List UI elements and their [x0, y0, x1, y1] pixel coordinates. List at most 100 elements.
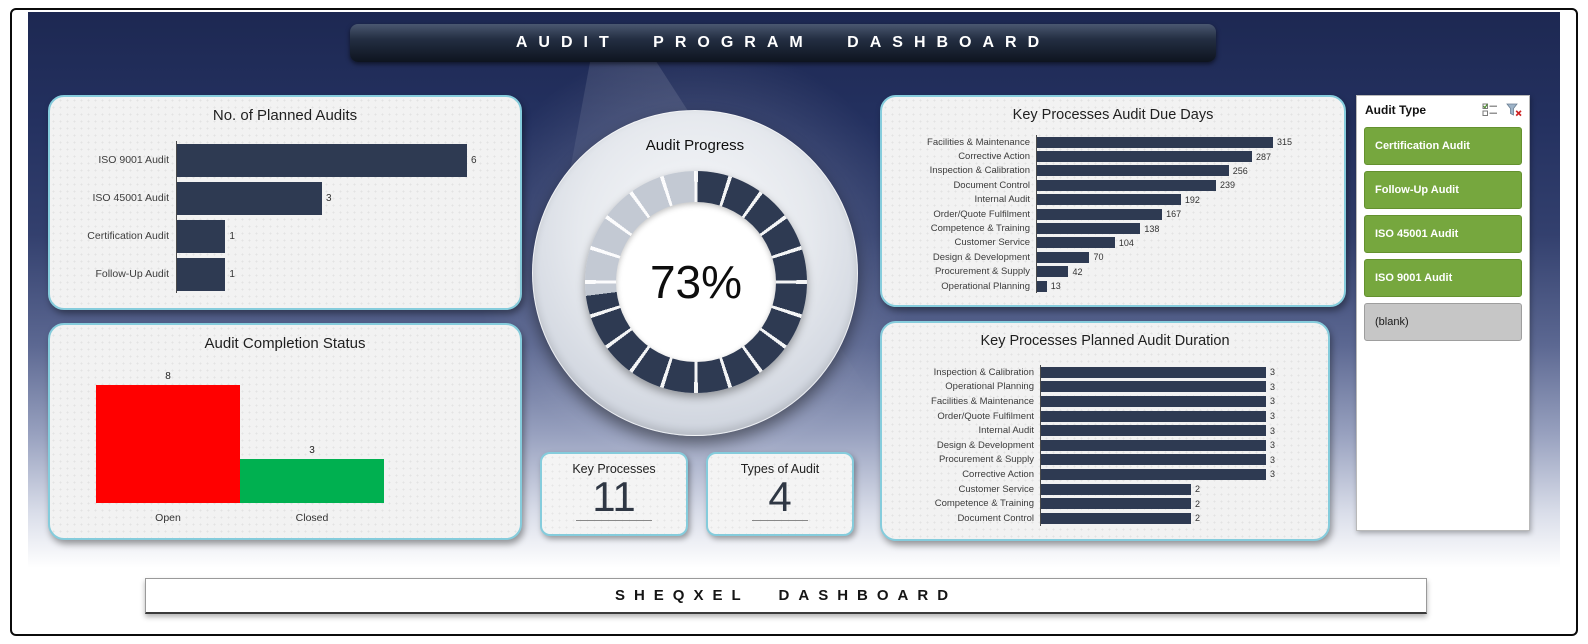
bar-track: 3	[1040, 423, 1322, 438]
bar	[1037, 179, 1217, 191]
bar	[1041, 512, 1191, 524]
planned-audits-chart: ISO 9001 Audit 6 ISO 45001 Audit 3 Certifica…	[64, 141, 510, 293]
bar-track: 239	[1036, 178, 1338, 193]
clear-filter-icon[interactable]	[1504, 101, 1523, 118]
bar	[1041, 468, 1266, 480]
due-days-panel: Key Processes Audit Due Days Facilities …	[880, 95, 1346, 307]
types-of-audit-card: Types of Audit 4	[706, 452, 854, 536]
bar	[1041, 483, 1191, 495]
bar-column: 3	[240, 445, 384, 503]
multi-select-icon[interactable]	[1480, 101, 1499, 118]
slicer-item-iso-45001-audit[interactable]: ISO 45001 Audit	[1364, 215, 1522, 253]
bar	[1041, 366, 1266, 378]
category-label: Competence & Training	[934, 498, 1034, 510]
bar-track: 138	[1036, 221, 1338, 236]
bar-track: 6	[176, 141, 510, 179]
bar	[1037, 136, 1273, 148]
slicer-icon-group	[1480, 101, 1523, 118]
bar	[1037, 280, 1047, 292]
bar-track: 104	[1036, 235, 1338, 251]
category-label: Operational Planning	[941, 280, 1030, 292]
bar-row: Document Control 2	[892, 510, 1322, 526]
value-label: 315	[1277, 137, 1293, 148]
value-label: 3	[326, 192, 332, 204]
value-label: 3	[1270, 367, 1276, 378]
due-days-title: Key Processes Audit Due Days	[1012, 107, 1214, 123]
bar-row: Certification Audit 1	[64, 217, 510, 255]
bar	[1041, 498, 1191, 510]
bar-track: 3	[1040, 379, 1322, 395]
audit-type-slicer: Audit Type	[1356, 95, 1530, 531]
category-label: Corrective Action	[958, 151, 1030, 163]
bar-row: Corrective Action 3	[892, 467, 1322, 482]
category-label: Document Control	[953, 179, 1030, 191]
category-label: Follow-Up Audit	[95, 268, 169, 280]
value-label: 3	[1270, 396, 1276, 407]
bar-track: 2	[1040, 510, 1322, 526]
slicer-item-certification-audit[interactable]: Certification Audit	[1364, 127, 1522, 165]
bar-row: Competence & Training 2	[892, 496, 1322, 511]
bar-row: Operational Planning 13	[888, 278, 1338, 294]
value-label: 42	[1072, 266, 1083, 277]
bar-row: Procurement & Supply 42	[888, 264, 1338, 279]
planned-duration-panel: Key Processes Planned Audit Duration Ins…	[880, 321, 1330, 541]
value-label: 3	[309, 444, 315, 456]
bar-row: Procurement & Supply 3	[892, 452, 1322, 468]
bar	[1037, 223, 1141, 235]
value-label: 3	[1270, 381, 1276, 392]
bar-row: ISO 9001 Audit 6	[64, 141, 510, 179]
value-label: 3	[1270, 425, 1276, 436]
planned-duration-chart: Inspection & Calibration 3 Operational Pla…	[892, 365, 1322, 526]
bar	[1037, 266, 1069, 278]
bar-row: Facilities & Maintenance 3	[892, 394, 1322, 409]
category-label: Internal Audit	[978, 425, 1034, 437]
category-label: Inspection & Calibration	[929, 165, 1030, 177]
slicer-item-iso-9001-audit[interactable]: ISO 9001 Audit	[1364, 259, 1522, 297]
bar-row: Facilities & Maintenance 315	[888, 135, 1338, 150]
bar-track: 3	[1040, 467, 1322, 482]
bar-track: 287	[1036, 149, 1338, 164]
bar	[177, 181, 322, 215]
bar	[1037, 151, 1253, 163]
value-label: 2	[1195, 484, 1201, 495]
bar	[1041, 425, 1266, 437]
bar-row: Competence & Training 138	[888, 221, 1338, 236]
completion-status-title: Audit Completion Status	[204, 335, 366, 352]
bar-row: Document Control 239	[888, 178, 1338, 193]
bar-row: Order/Quote Fulfilment 167	[888, 206, 1338, 222]
bar-track: 2	[1040, 496, 1322, 511]
dashboard-title: AUDIT PROGRAM DASHBOARD	[515, 34, 1051, 51]
footer-bar: SHEQXEL DASHBOARD	[145, 578, 1427, 614]
bar-row: Inspection & Calibration 256	[888, 163, 1338, 179]
bar	[1041, 439, 1266, 451]
planned-audits-title: No. of Planned Audits	[212, 107, 358, 124]
slicer-item-follow-up-audit[interactable]: Follow-Up Audit	[1364, 171, 1522, 209]
dashboard-title-bar: AUDIT PROGRAM DASHBOARD	[350, 24, 1216, 62]
bar-column: 8	[96, 371, 240, 503]
bar-row: Follow-Up Audit 1	[64, 255, 510, 293]
bar-track: 3	[176, 179, 510, 217]
category-label: Facilities & Maintenance	[927, 136, 1030, 148]
audit-progress-gauge: Audit Progress 73%	[532, 110, 858, 436]
bar	[177, 143, 467, 177]
bar-track: 167	[1036, 206, 1338, 222]
value-label: 192	[1184, 194, 1200, 205]
bar-track: 2	[1040, 481, 1322, 497]
bar	[1037, 251, 1090, 263]
bar-row: Customer Service 2	[892, 481, 1322, 497]
bar	[177, 219, 226, 253]
bar-track: 3	[1040, 408, 1322, 424]
bar-track: 3	[1040, 452, 1322, 468]
slicer-item-blank[interactable]: (blank)	[1364, 303, 1522, 341]
category-label: Inspection & Calibration	[933, 366, 1034, 378]
category-label: Internal Audit	[974, 194, 1030, 206]
bar-row: Order/Quote Fulfilment 3	[892, 408, 1322, 424]
gauge-value: 73%	[649, 256, 743, 308]
bar-row: Inspection & Calibration 3	[892, 365, 1322, 380]
bar-row: Operational Planning 3	[892, 379, 1322, 395]
category-label: Procurement & Supply	[938, 454, 1034, 466]
bar	[1037, 165, 1229, 177]
category-label: Operational Planning	[945, 381, 1034, 393]
